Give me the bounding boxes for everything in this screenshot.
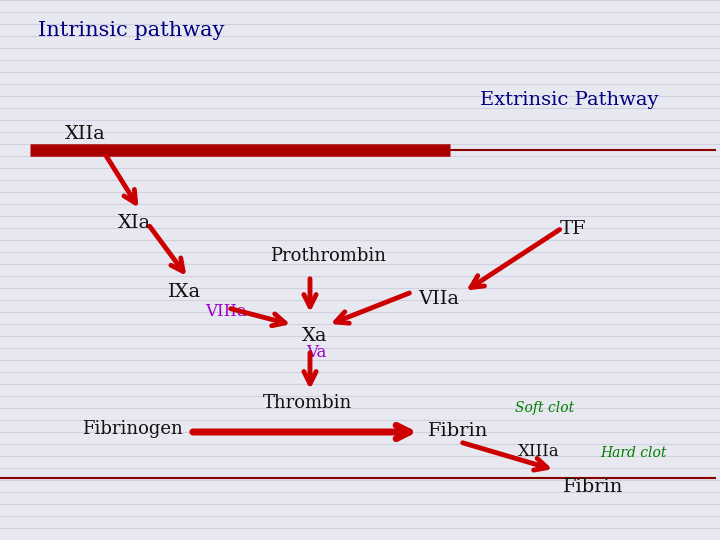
Text: Thrombin: Thrombin: [263, 394, 352, 412]
Text: XIIa: XIIa: [65, 125, 106, 143]
Text: Fibrin: Fibrin: [428, 422, 488, 440]
Text: Fibrinogen: Fibrinogen: [82, 420, 183, 438]
Text: Fibrin: Fibrin: [563, 478, 624, 496]
Text: Hard clot: Hard clot: [600, 446, 667, 460]
Text: VIIa: VIIa: [418, 290, 459, 308]
Text: IXa: IXa: [168, 283, 201, 301]
Text: Soft clot: Soft clot: [515, 401, 575, 415]
Text: XIa: XIa: [118, 214, 151, 232]
Text: Extrinsic Pathway: Extrinsic Pathway: [480, 91, 659, 109]
Text: XIIIa: XIIIa: [518, 443, 559, 460]
Text: TF: TF: [560, 220, 587, 238]
Text: Prothrombin: Prothrombin: [270, 247, 386, 265]
Text: VIIIa: VIIIa: [205, 303, 247, 320]
Text: Va: Va: [306, 344, 326, 361]
Text: Xa: Xa: [302, 327, 328, 345]
Text: Intrinsic pathway: Intrinsic pathway: [38, 21, 225, 39]
